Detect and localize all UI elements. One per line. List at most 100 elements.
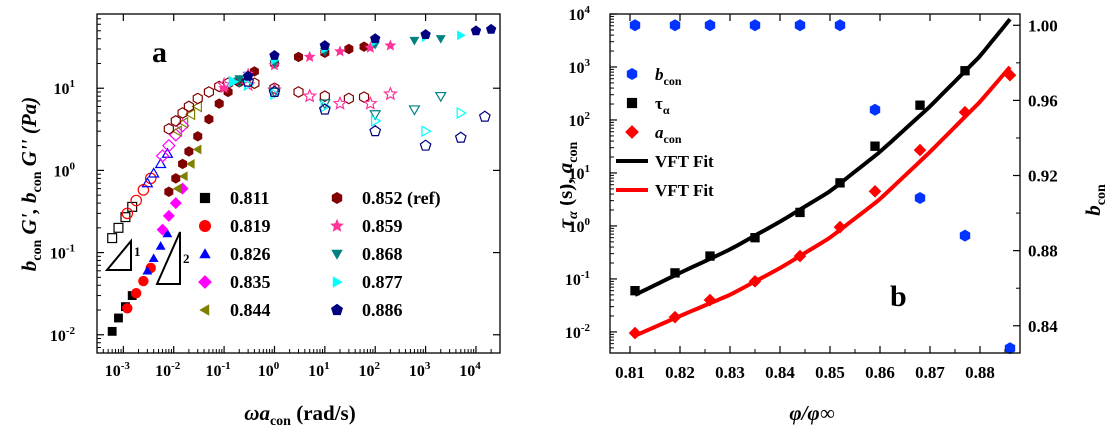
y-right-tick-label: 0.88 [1028, 242, 1058, 261]
legend-label: VFT Fit [655, 181, 714, 200]
x-tick-base: 10 [206, 363, 222, 380]
y-tick-exp: 1 [585, 163, 591, 175]
y-left-tick-label: 10-2 [565, 322, 591, 342]
y-tick-base: 10 [569, 60, 585, 77]
gp-point [130, 288, 142, 299]
gpp-point [318, 103, 331, 115]
data-point [913, 143, 927, 157]
y-tick-label: 100 [54, 160, 76, 180]
gp-point [178, 158, 188, 170]
gpp-point [130, 194, 142, 207]
x-tick-label: 0.85 [815, 363, 845, 382]
x-tick-exp: 4 [475, 360, 481, 372]
panel-a-plot: 1 210-3 10-2 10-1 100 101 102 103 10410-210-1100… [17, 13, 501, 429]
gp-point [156, 223, 169, 236]
x-tick-exp: -1 [222, 360, 231, 372]
gpp-point [171, 125, 182, 138]
y-label-sub: con [566, 142, 581, 163]
legend-label: 0.819 [230, 216, 271, 236]
series-b-4 [634, 65, 1012, 338]
x-axis-label-b: φ/φ∞ [789, 401, 834, 425]
x-tick-label: 0.81 [615, 363, 645, 382]
x-axis-label-main: ωa [244, 401, 270, 425]
gpp-point [203, 86, 215, 98]
x-tick-label: 10-1 [206, 360, 231, 380]
x-tick-base: 10 [409, 363, 425, 380]
data-point [705, 251, 715, 261]
gp-point [470, 25, 482, 36]
gpp-point [318, 99, 331, 110]
y-tick-base: 10 [569, 166, 585, 183]
y-left-tick-label: 103 [569, 57, 591, 77]
legend-label-sub: con [664, 74, 682, 88]
series-7 [233, 35, 447, 121]
data-point [795, 207, 805, 218]
legend-marker [330, 218, 344, 232]
series-9 [242, 23, 497, 151]
gpp-point [163, 122, 174, 135]
series-4 [171, 100, 202, 194]
legend-label-sub: α [663, 103, 670, 117]
x-tick-label: 102 [358, 360, 380, 380]
legend-label-main: τ [655, 94, 663, 113]
y-tick-label: 10-1 [50, 243, 75, 263]
x-tick-label: 103 [409, 360, 431, 380]
x-tick-label: 104 [459, 360, 481, 380]
gpp-point [120, 212, 131, 223]
panel-a-chart: 1 210-3 10-2 10-1 100 101 102 103 10410-210-1100… [17, 13, 501, 429]
y-label-sub: α [566, 211, 581, 219]
legend-marker [331, 303, 343, 316]
legend-marker [199, 220, 211, 232]
y-tick-exp: 0 [70, 160, 76, 172]
gpp-point [319, 90, 330, 103]
y-right-tick-label: 0.84 [1028, 317, 1058, 336]
gpp-point [419, 139, 432, 151]
x-tick-exp: 0 [274, 360, 280, 372]
gp-point [269, 50, 280, 60]
y-left-tick-label: 100 [569, 216, 591, 236]
y-label-part: G', b [17, 192, 41, 239]
gp-point [370, 33, 381, 44]
x-tick-base: 10 [358, 363, 374, 380]
legend-label: 0.826 [230, 244, 271, 264]
y-tick-base: 10 [54, 81, 70, 98]
fit-line [634, 65, 1012, 338]
gpp-point [362, 95, 378, 110]
y-tick-label: 10-2 [50, 325, 76, 345]
x-tick-label: 100 [258, 360, 280, 380]
data-point [670, 268, 680, 278]
gp-point [122, 303, 133, 314]
series-b-0 [629, 19, 1016, 355]
gpp-point [168, 128, 183, 142]
gpp-point [434, 91, 447, 103]
legend-marker [199, 248, 211, 259]
data-point [870, 141, 880, 151]
gpp-point [370, 114, 382, 127]
gp-point [457, 30, 466, 41]
gpp-point [332, 95, 348, 110]
y-tick-base: 10 [565, 325, 581, 342]
gp-point [184, 146, 194, 157]
y-tick-base: 10 [569, 113, 585, 130]
slope-triangle-1 [104, 238, 132, 271]
y-label-sub: con [1094, 184, 1109, 205]
data-point [833, 220, 847, 234]
y-tick-exp: -1 [66, 243, 75, 255]
gp-point [409, 36, 420, 46]
gpp-point [369, 110, 382, 121]
data-point [749, 19, 761, 32]
gp-point [344, 43, 354, 55]
gp-point [162, 228, 173, 238]
gp-point [162, 209, 175, 222]
gpp-point [268, 85, 281, 98]
gp-point [138, 275, 149, 287]
x-axis-label: ωacon (rad/s) [244, 401, 355, 429]
panel-label-a: a [152, 36, 167, 69]
gp-point [334, 45, 346, 57]
data-point [704, 19, 716, 32]
slope-triangle-2 [155, 231, 181, 285]
gpp-point [408, 105, 421, 116]
gp-point [186, 158, 195, 169]
legend-marker [199, 304, 210, 316]
gp-point [384, 39, 397, 51]
